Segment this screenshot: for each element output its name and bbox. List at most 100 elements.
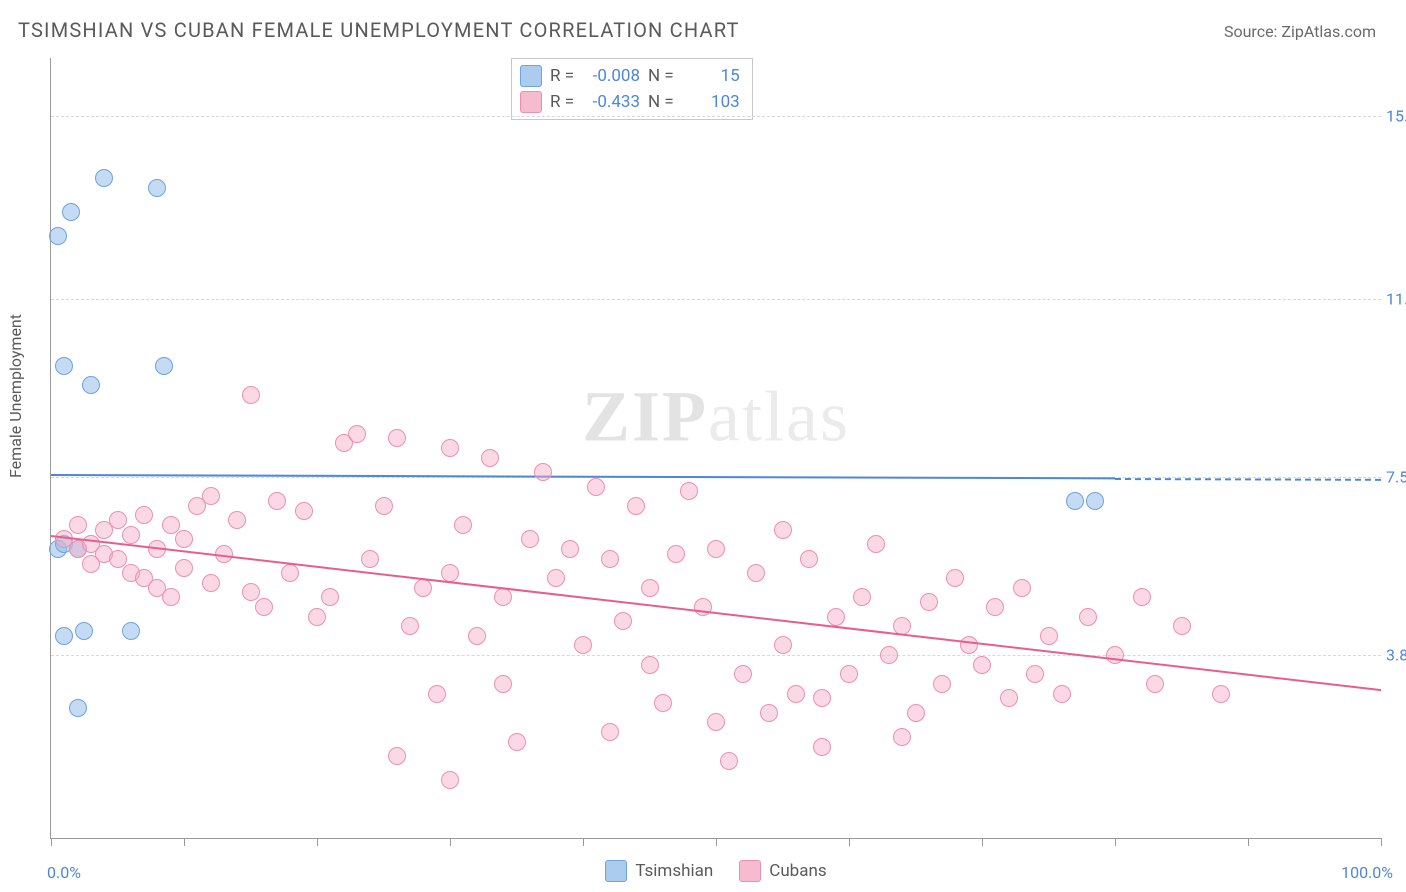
data-point-cubans bbox=[813, 689, 831, 707]
data-point-cubans bbox=[401, 617, 419, 635]
data-point-tsimshian bbox=[1086, 492, 1104, 510]
x-tick bbox=[450, 838, 451, 846]
data-point-cubans bbox=[747, 564, 765, 582]
data-point-tsimshian bbox=[148, 179, 166, 197]
plot-area: ZIPatlas R = -0.008 N = 15 R = -0.433 N … bbox=[50, 58, 1381, 839]
data-point-cubans bbox=[707, 540, 725, 558]
legend-item-cubans: Cubans bbox=[739, 860, 826, 882]
data-point-tsimshian bbox=[55, 627, 73, 645]
data-point-cubans bbox=[1013, 579, 1031, 597]
data-point-cubans bbox=[348, 425, 366, 443]
data-point-cubans bbox=[587, 478, 605, 496]
data-point-cubans bbox=[667, 545, 685, 563]
data-point-cubans bbox=[933, 675, 951, 693]
data-point-cubans bbox=[534, 463, 552, 481]
data-point-cubans bbox=[867, 535, 885, 553]
y-tick-label: 7.5% bbox=[1386, 467, 1406, 486]
gridline bbox=[51, 116, 1381, 117]
data-point-cubans bbox=[1026, 665, 1044, 683]
data-point-cubans bbox=[388, 747, 406, 765]
y-tick-label: 15.0% bbox=[1386, 106, 1406, 125]
data-point-cubans bbox=[707, 713, 725, 731]
data-point-cubans bbox=[109, 550, 127, 568]
data-point-cubans bbox=[774, 636, 792, 654]
data-point-cubans bbox=[441, 771, 459, 789]
data-point-tsimshian bbox=[155, 357, 173, 375]
chart-container: Female Unemployment ZIPatlas R = -0.008 … bbox=[0, 48, 1406, 888]
data-point-cubans bbox=[242, 386, 260, 404]
x-tick bbox=[317, 838, 318, 846]
data-point-cubans bbox=[242, 583, 260, 601]
legend-label: Cubans bbox=[769, 861, 826, 881]
x-tick bbox=[1381, 838, 1382, 846]
data-point-cubans bbox=[680, 482, 698, 500]
data-point-cubans bbox=[946, 569, 964, 587]
swatch-tsimshian-icon bbox=[520, 65, 542, 87]
data-point-cubans bbox=[414, 579, 432, 597]
data-point-cubans bbox=[760, 704, 778, 722]
data-point-cubans bbox=[468, 627, 486, 645]
data-point-cubans bbox=[508, 733, 526, 751]
y-tick-label: 11.2% bbox=[1386, 289, 1406, 308]
data-point-cubans bbox=[641, 579, 659, 597]
data-point-cubans bbox=[774, 521, 792, 539]
data-point-cubans bbox=[281, 564, 299, 582]
stat-n-value: 103 bbox=[682, 89, 740, 115]
data-point-tsimshian bbox=[82, 376, 100, 394]
swatch-cubans-icon bbox=[739, 860, 761, 882]
data-point-cubans bbox=[1040, 627, 1058, 645]
x-tick bbox=[51, 838, 52, 846]
data-point-tsimshian bbox=[49, 227, 67, 245]
data-point-cubans bbox=[361, 550, 379, 568]
watermark-right: atlas bbox=[708, 376, 850, 456]
data-point-cubans bbox=[202, 574, 220, 592]
data-point-cubans bbox=[601, 723, 619, 741]
data-point-cubans bbox=[375, 497, 393, 515]
y-tick-label: 3.8% bbox=[1386, 646, 1406, 665]
x-tick bbox=[982, 838, 983, 846]
gridline bbox=[51, 299, 1381, 300]
data-point-cubans bbox=[601, 550, 619, 568]
x-tick bbox=[849, 838, 850, 846]
data-point-cubans bbox=[1212, 685, 1230, 703]
data-point-cubans bbox=[521, 530, 539, 548]
x-tick bbox=[1248, 838, 1249, 846]
data-point-cubans bbox=[228, 511, 246, 529]
data-point-cubans bbox=[388, 429, 406, 447]
data-point-cubans bbox=[561, 540, 579, 558]
x-axis-min-label: 0.0% bbox=[47, 863, 81, 882]
swatch-tsimshian-icon bbox=[605, 860, 627, 882]
stat-r-label: R = bbox=[550, 89, 574, 115]
y-axis-title: Female Unemployment bbox=[6, 314, 25, 478]
data-point-cubans bbox=[1173, 617, 1191, 635]
watermark-left: ZIP bbox=[582, 376, 708, 456]
data-point-cubans bbox=[627, 497, 645, 515]
data-point-cubans bbox=[1079, 608, 1097, 626]
stat-n-label: N = bbox=[648, 89, 674, 115]
data-point-tsimshian bbox=[69, 699, 87, 717]
data-point-cubans bbox=[308, 608, 326, 626]
data-point-cubans bbox=[907, 704, 925, 722]
data-point-cubans bbox=[441, 564, 459, 582]
gridline bbox=[51, 655, 1381, 656]
trend-line-extension-tsimshian bbox=[1115, 478, 1381, 481]
data-point-cubans bbox=[853, 588, 871, 606]
legend-stats-row: R = -0.008 N = 15 bbox=[520, 63, 740, 89]
data-point-cubans bbox=[1053, 685, 1071, 703]
data-point-cubans bbox=[800, 550, 818, 568]
data-point-cubans bbox=[827, 608, 845, 626]
x-tick bbox=[583, 838, 584, 846]
data-point-cubans bbox=[1106, 646, 1124, 664]
data-point-cubans bbox=[840, 665, 858, 683]
data-point-cubans bbox=[255, 598, 273, 616]
x-tick bbox=[184, 838, 185, 846]
data-point-cubans bbox=[69, 516, 87, 534]
data-point-tsimshian bbox=[62, 203, 80, 221]
stat-r-value: -0.433 bbox=[582, 89, 640, 115]
stat-r-label: R = bbox=[550, 63, 574, 89]
data-point-cubans bbox=[734, 665, 752, 683]
data-point-cubans bbox=[454, 516, 472, 534]
data-point-cubans bbox=[162, 516, 180, 534]
data-point-cubans bbox=[441, 439, 459, 457]
data-point-cubans bbox=[813, 738, 831, 756]
